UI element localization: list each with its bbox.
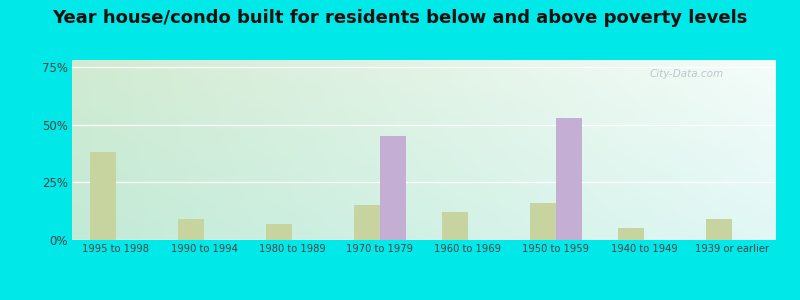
Bar: [556, 118, 582, 240]
Text: City-Data.com: City-Data.com: [650, 69, 724, 79]
Bar: [90, 152, 116, 240]
Bar: [706, 219, 732, 240]
Bar: [530, 203, 556, 240]
Bar: [266, 224, 292, 240]
Bar: [618, 229, 644, 240]
Bar: [442, 212, 468, 240]
Text: Year house/condo built for residents below and above poverty levels: Year house/condo built for residents bel…: [52, 9, 748, 27]
Bar: [354, 206, 380, 240]
Bar: [178, 219, 204, 240]
Bar: [380, 136, 406, 240]
